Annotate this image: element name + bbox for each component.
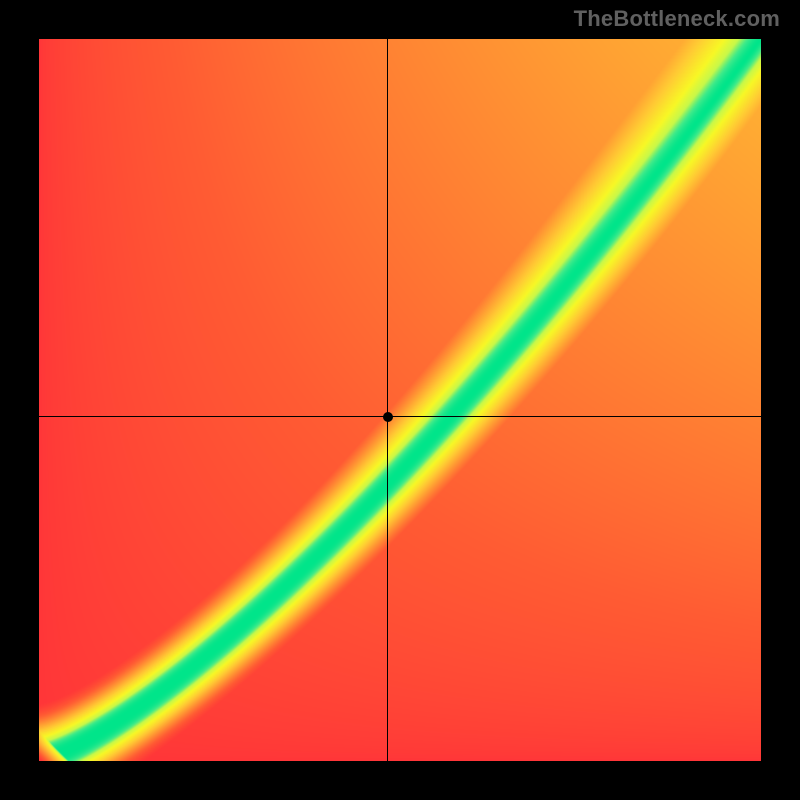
crosshair-vertical	[387, 39, 388, 761]
chart-container: TheBottleneck.com	[0, 0, 800, 800]
data-point-marker	[383, 412, 393, 422]
plot-area	[39, 39, 761, 761]
watermark-text: TheBottleneck.com	[574, 6, 780, 32]
heatmap-canvas	[39, 39, 761, 761]
crosshair-horizontal	[39, 416, 761, 417]
